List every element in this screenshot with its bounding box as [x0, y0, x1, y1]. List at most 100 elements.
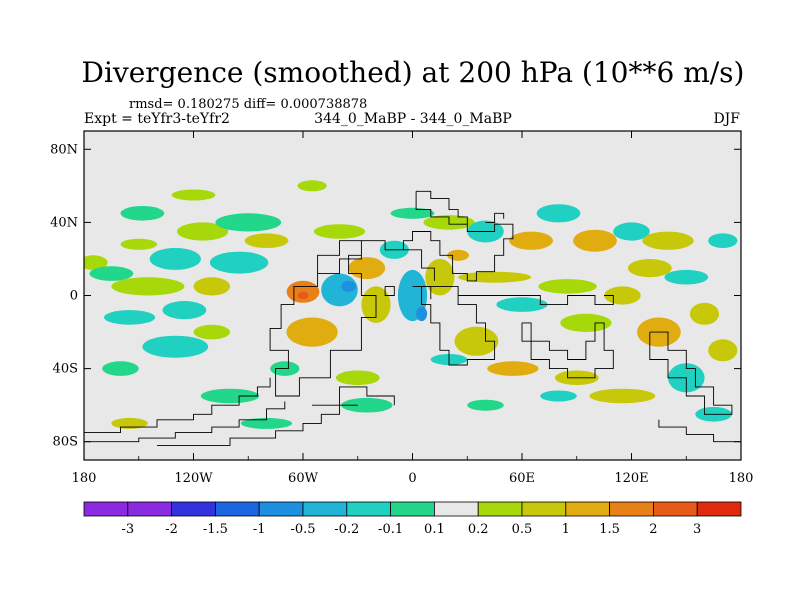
coastline	[269, 191, 514, 397]
season-label: DJF	[713, 111, 740, 127]
divergence-cell	[89, 266, 134, 281]
experiment-label: Expt = teYfr3-teYfr2	[84, 111, 230, 127]
divergence-cell	[297, 180, 327, 192]
colorbar-label: -0.5	[290, 522, 315, 537]
coastline	[412, 285, 432, 300]
colorbar-label: 1.5	[599, 522, 620, 537]
divergence-cell	[193, 277, 231, 296]
y-axis: 80N 40N 0 40S 80S	[50, 142, 741, 450]
divergence-cell	[487, 361, 539, 376]
colorbar-label: -0.2	[334, 522, 359, 537]
divergence-cell	[425, 258, 455, 296]
divergence-cell	[335, 370, 380, 386]
y-tick-label: 0	[70, 289, 78, 304]
coastline	[649, 331, 733, 415]
colorbar-label: -3	[121, 522, 134, 537]
coastline	[84, 401, 286, 443]
colorbar-label: 0.5	[512, 522, 533, 537]
coastline	[416, 190, 468, 225]
divergence-cell	[341, 280, 356, 292]
divergence-cell	[589, 388, 656, 404]
divergence-cell	[560, 313, 612, 332]
divergence-cell	[454, 326, 499, 356]
divergence-cell	[627, 259, 672, 278]
coastline	[403, 249, 435, 281]
divergence-cell	[496, 297, 548, 312]
divergence-cell	[689, 302, 720, 325]
colorbar-swatch	[127, 501, 173, 517]
divergence-cell	[102, 361, 139, 376]
divergence-cell	[215, 213, 282, 232]
colorbar-swatch	[565, 501, 610, 517]
divergence-cell	[536, 204, 581, 223]
x-tick-label: 0	[408, 471, 416, 486]
coastline	[521, 322, 614, 379]
x-tick-label: 60W	[288, 471, 319, 486]
colorbar-swatch	[346, 501, 391, 517]
colorbar-label: 2	[649, 522, 657, 537]
divergence-cell	[209, 251, 269, 274]
divergence-cell	[573, 229, 617, 252]
divergence-cell	[149, 247, 201, 270]
colorbar-swatch	[477, 501, 523, 517]
coastline	[312, 386, 395, 406]
colorbar-label: -2	[165, 522, 178, 537]
coastline-outlines	[84, 190, 741, 446]
y-tick-label: 40S	[53, 362, 78, 377]
x-axis: 180 120W 60W 0 60E 120E 180	[72, 131, 754, 486]
y-tick-label: 80N	[50, 142, 78, 157]
divergence-cell	[244, 233, 289, 248]
colorbar-label: 0.1	[424, 522, 445, 537]
divergence-cell	[664, 269, 709, 285]
coastline	[384, 285, 395, 296]
colorbar-label: -0.1	[378, 522, 403, 537]
coastline	[658, 419, 741, 443]
divergence-field	[84, 180, 738, 429]
divergence-cell	[348, 257, 386, 280]
coastline	[157, 404, 358, 446]
x-tick-label: 120W	[174, 471, 213, 486]
coastline	[317, 240, 362, 274]
colorbar-swatch	[521, 501, 567, 517]
divergence-cell	[341, 397, 393, 413]
colorbar: -3 -2 -1.5 -1 -0.5 -0.2 -0.1 0.1 0.2 0.5 1 1.5 2 3	[83, 501, 742, 537]
divergence-cell	[240, 417, 293, 429]
divergence-cell	[286, 280, 320, 303]
divergence-cell	[104, 310, 156, 325]
colorbar-swatch	[696, 501, 742, 517]
divergence-cell	[177, 222, 229, 241]
colorbar-swatch	[390, 501, 435, 517]
divergence-cell	[297, 291, 309, 300]
colorbar-swatch	[433, 501, 479, 517]
divergence-cell	[111, 417, 148, 429]
colorbar-swatch	[214, 501, 260, 517]
colorbar-swatch	[609, 501, 654, 517]
y-tick-label: 80S	[53, 435, 78, 450]
divergence-cell	[313, 224, 366, 239]
divergence-cell	[120, 206, 165, 221]
divergence-cell	[120, 238, 158, 250]
colorbar-label: -1.5	[203, 522, 228, 537]
divergence-cell	[84, 255, 108, 270]
divergence-cell	[642, 231, 694, 250]
divergence-cell	[467, 399, 504, 411]
colorbar-swatch	[83, 501, 129, 517]
divergence-cell	[193, 324, 231, 340]
divergence-cell	[111, 277, 185, 296]
x-tick-label: 120E	[614, 471, 648, 486]
colorbar-label: -1	[253, 522, 266, 537]
y-tick-label: 40N	[50, 215, 78, 230]
divergence-cell	[540, 390, 577, 402]
divergence-cell	[171, 189, 216, 201]
divergence-cell	[200, 388, 260, 404]
divergence-cell	[509, 231, 553, 250]
chart-title: Divergence (smoothed) at 200 hPa (10**6 …	[82, 56, 745, 89]
x-tick-label: 180	[729, 471, 754, 486]
stats-line: rmsd= 0.180275 diff= 0.000738878	[129, 97, 367, 112]
divergence-cell	[708, 233, 738, 248]
colorbar-label: 0.2	[468, 522, 489, 537]
coastline	[84, 377, 271, 434]
divergence-cell	[162, 301, 207, 320]
colorbar-label: 3	[693, 522, 701, 537]
